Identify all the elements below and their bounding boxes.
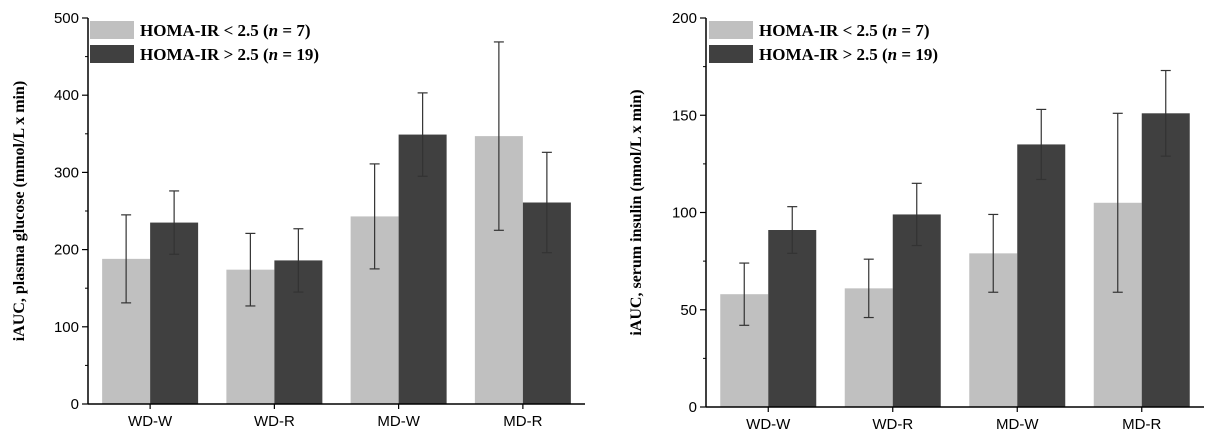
legend: HOMA-IR < 2.5 (n = 7) HOMA-IR > 2.5 (n = … xyxy=(90,21,319,64)
legend-text-part: HOMA-IR > 2.5 ( xyxy=(759,45,888,64)
x-tick-label: WD-W xyxy=(128,413,173,430)
error-bar xyxy=(1112,112,1123,293)
error-bar xyxy=(541,151,552,254)
error-bar xyxy=(787,206,798,254)
bar xyxy=(892,214,941,407)
x-tick-label: MD-W xyxy=(996,416,1039,433)
error-bar xyxy=(988,213,999,293)
legend-entry: HOMA-IR < 2.5 (n = 7) xyxy=(759,21,930,40)
error-bar xyxy=(169,190,180,255)
error-bar xyxy=(1160,69,1171,157)
error-bar xyxy=(911,182,922,247)
bar xyxy=(398,134,447,404)
legend-text-part: HOMA-IR < 2.5 ( xyxy=(759,21,888,40)
legend-text-part: = 19) xyxy=(897,45,938,64)
y-tick-label: 0 xyxy=(689,399,697,416)
y-axis-label: iAUC, serum insulin (nmol/L x min) xyxy=(628,89,645,335)
error-bar xyxy=(493,41,504,231)
error-bar xyxy=(1036,108,1047,181)
y-axis-label: iAUC, plasma glucose (mmol/L x min) xyxy=(11,81,28,341)
y-tick-label: 300 xyxy=(54,164,79,181)
legend-entry: HOMA-IR > 2.5 (n = 19) xyxy=(140,45,319,64)
y-tick-label: 50 xyxy=(680,302,697,319)
legend-text-part: = 19) xyxy=(278,45,319,64)
y-tick-label: 0 xyxy=(71,396,79,413)
y-tick-label: 100 xyxy=(672,205,697,222)
x-tick-label: MD-R xyxy=(1122,416,1161,433)
legend-entry: HOMA-IR < 2.5 (n = 7) xyxy=(140,21,311,40)
legend-swatch xyxy=(90,45,134,63)
x-tick-label: MD-R xyxy=(503,413,542,430)
x-tick-label: MD-W xyxy=(377,413,420,430)
legend-n-symbol: n xyxy=(269,21,278,40)
bar xyxy=(768,230,817,407)
legend-n-symbol: n xyxy=(269,45,278,64)
glucose-chart: 0 100 200 300 400 500 WD-W WD-R MD-W MD-R iAUC, pl… xyxy=(11,10,585,430)
y-tick-label: 200 xyxy=(672,10,697,27)
y-tick-label: 150 xyxy=(672,107,697,124)
legend-text-part: = 7) xyxy=(897,21,929,40)
error-bar xyxy=(245,232,256,307)
legend-text-part: HOMA-IR < 2.5 ( xyxy=(140,21,269,40)
legend-swatch xyxy=(90,21,134,39)
legend-swatch xyxy=(709,21,753,39)
error-bar xyxy=(417,92,428,177)
bar xyxy=(1141,113,1190,408)
y-tick-label: 500 xyxy=(54,10,79,27)
y-tick-label: 100 xyxy=(54,319,79,336)
error-bar xyxy=(293,228,304,293)
legend-text-part: HOMA-IR > 2.5 ( xyxy=(140,45,269,64)
error-bar xyxy=(369,163,380,270)
legend-text-part: = 7) xyxy=(278,21,310,40)
x-tick-label: WD-R xyxy=(872,416,913,433)
error-bar xyxy=(121,214,132,304)
legend-entry: HOMA-IR > 2.5 (n = 19) xyxy=(759,45,938,64)
legend: HOMA-IR < 2.5 (n = 7) HOMA-IR > 2.5 (n = … xyxy=(709,21,938,64)
y-tick-label: 200 xyxy=(54,242,79,259)
bar xyxy=(1017,144,1066,408)
legend-swatch xyxy=(709,45,753,63)
error-bar xyxy=(739,262,750,326)
x-tick-label: WD-W xyxy=(746,416,791,433)
legend-n-symbol: n xyxy=(888,21,897,40)
error-bar xyxy=(863,258,874,319)
x-tick-label: WD-R xyxy=(254,413,295,430)
y-tick-label: 400 xyxy=(54,87,79,104)
insulin-chart: 0 50 100 150 200 WD-W WD-R MD-W MD-R iAUC, serum … xyxy=(628,10,1204,433)
legend-n-symbol: n xyxy=(888,45,897,64)
